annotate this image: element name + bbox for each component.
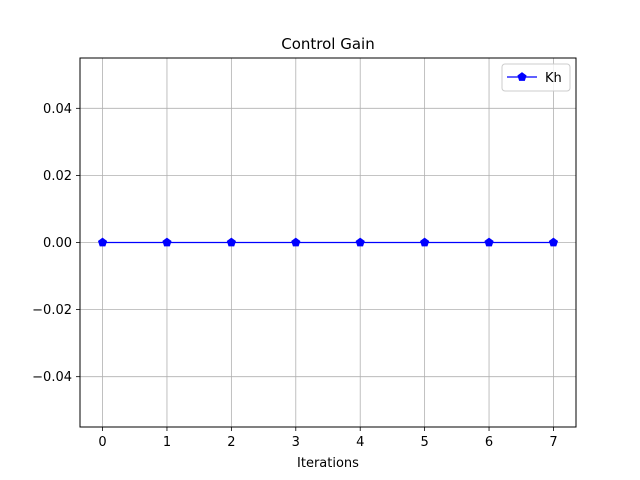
y-tick-label: 0.04: [43, 102, 72, 117]
data-point-kh-1: [162, 237, 172, 247]
x-tick-label: 1: [163, 435, 171, 450]
x-tick-label: 7: [549, 435, 557, 450]
data-point-kh-7: [548, 237, 559, 247]
x-axis-title: Iterations: [297, 456, 359, 471]
x-tick-label: 0: [98, 435, 106, 450]
y-tick-label: −0.04: [32, 370, 72, 385]
data-point-kh-3: [291, 237, 301, 247]
data-point-kh-4: [355, 237, 365, 247]
x-tick-label: 3: [292, 435, 300, 450]
data-point-kh-2: [226, 237, 236, 247]
x-tick-label: 4: [356, 435, 364, 450]
series-layer: [97, 237, 559, 247]
y-tick-label: −0.02: [32, 303, 72, 318]
x-axis-ticks: 0 1 2 3 4 5 6 7: [98, 427, 558, 450]
y-axis-ticks: −0.04 −0.02 0.00 0.02 0.04: [32, 102, 80, 385]
x-tick-label: 6: [485, 435, 493, 450]
data-point-kh-0: [97, 237, 108, 247]
data-point-kh-6: [484, 237, 494, 247]
x-tick-label: 2: [227, 435, 235, 450]
y-tick-label: 0.02: [43, 169, 72, 184]
legend-marker-kh: [517, 72, 527, 81]
chart-title: Control Gain: [281, 35, 374, 53]
x-tick-label: 5: [420, 435, 428, 450]
legend: Kh: [501, 63, 571, 92]
legend-label-kh: Kh: [545, 71, 562, 86]
data-point-kh-5: [420, 237, 430, 247]
y-tick-label: 0.00: [43, 236, 72, 251]
